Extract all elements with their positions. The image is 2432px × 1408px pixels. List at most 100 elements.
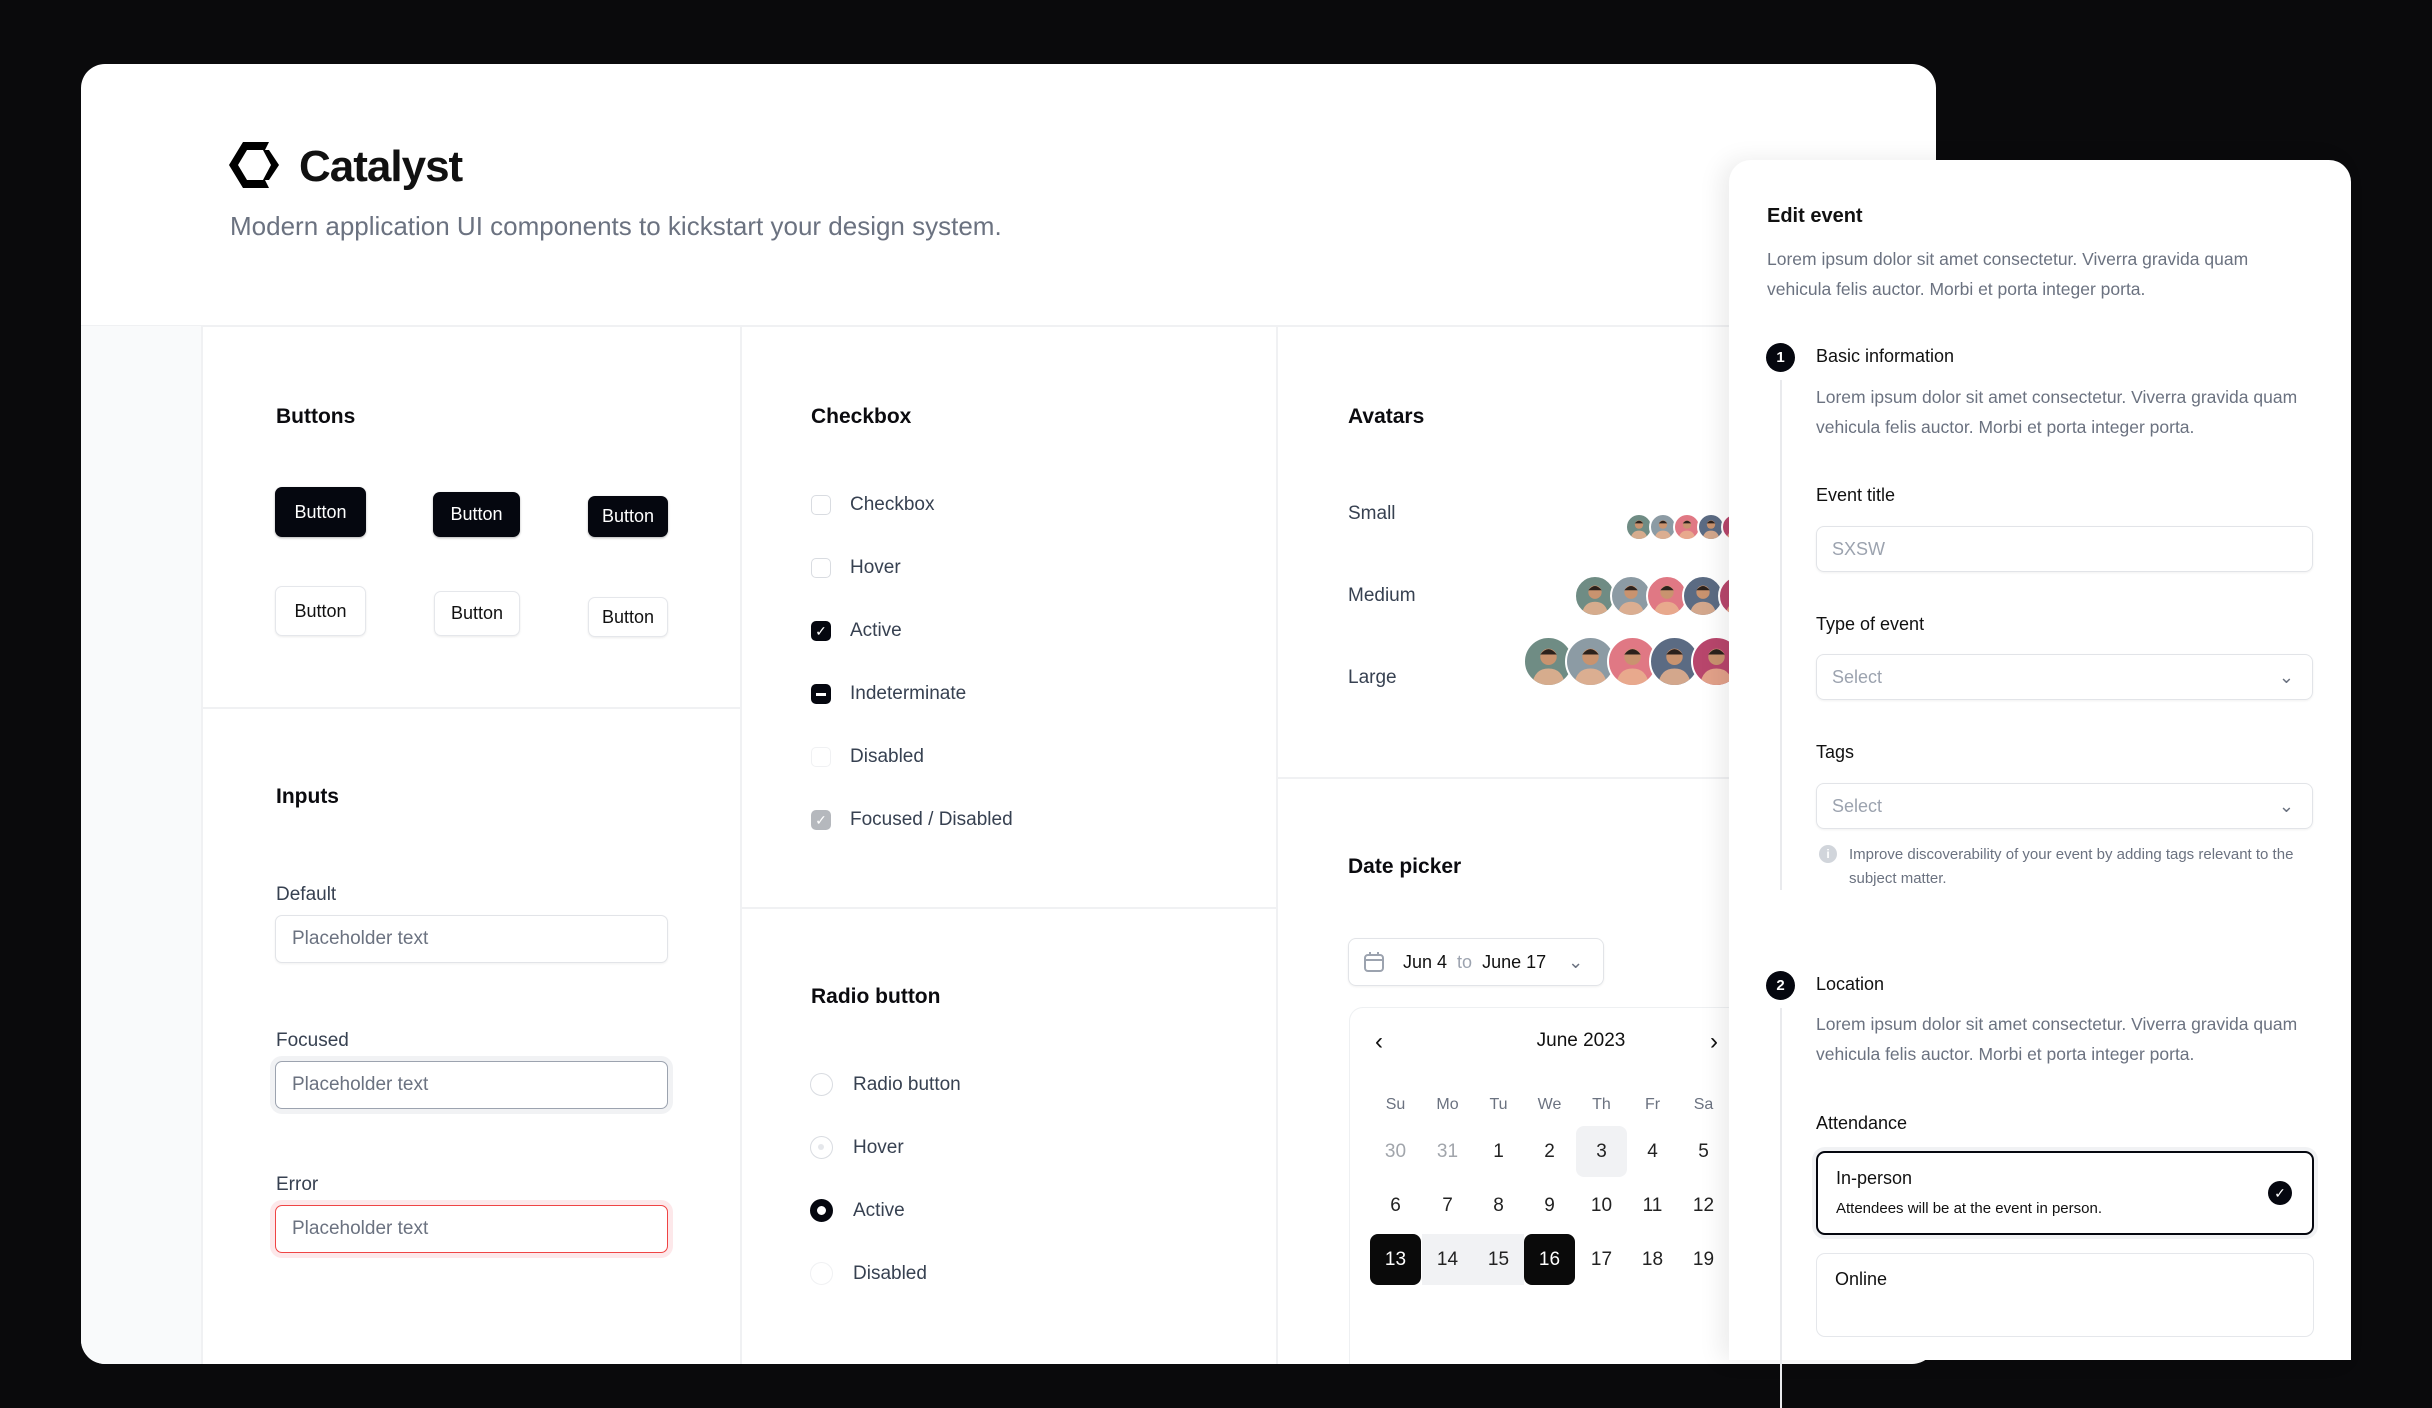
calendar-day[interactable]: 18 [1641,1248,1664,1270]
calendar-day[interactable]: 7 [1442,1194,1453,1216]
step-2-description: Lorem ipsum dolor sit amet consectetur. … [1816,1014,2298,1064]
calendar-day[interactable]: 5 [1698,1140,1709,1162]
step-1-title: Basic information [1816,346,1955,366]
checkbox-label: Active [850,620,902,641]
avatar-group-medium [81,64,1729,764]
primary-button-sm[interactable]: Button [588,496,668,537]
panel-title: Edit event [1767,205,1863,227]
calendar-icon [1364,952,1384,972]
primary-button-md[interactable]: Button [433,492,520,537]
weekday-label: Mo [1436,1096,1459,1113]
calendar-day[interactable]: 1 [1493,1140,1504,1162]
type-of-event-label: Type of event [1816,614,1925,634]
attendance-label: Attendance [1816,1113,1908,1133]
type-of-event-select[interactable]: Select ⌄ [1816,654,2313,700]
radio-hover[interactable] [810,1136,833,1159]
avatar-group-small [81,64,1729,764]
placeholder: Placeholder text [292,928,429,949]
calendar-day[interactable]: 12 [1692,1194,1715,1216]
primary-button-lg[interactable]: Button [275,487,366,537]
input-label-error: Error [276,1174,319,1195]
radio-active[interactable] [810,1199,833,1222]
calendar-day[interactable]: 17 [1590,1248,1613,1270]
avatar[interactable] [1610,575,1652,617]
calendar-day[interactable]: 15 [1473,1234,1524,1285]
calendar-day[interactable]: 31 [1436,1140,1459,1162]
event-title-input[interactable]: SXSW [1816,526,2313,572]
checkbox-label: Disabled [850,746,924,767]
calendar-day[interactable]: 3 [1576,1126,1627,1177]
step-1-badge: 1 [1766,343,1795,372]
input-label-focused: Focused [276,1030,349,1051]
avatar[interactable] [1673,513,1701,541]
radio-disabled[interactable] [810,1262,833,1285]
step-2-badge: 2 [1766,971,1795,1000]
calendar-day[interactable]: 4 [1647,1140,1658,1162]
check-circle-icon: ✓ [2268,1181,2292,1205]
attendance-option-in-person[interactable]: In-person Attendees will be at the event… [1816,1151,2314,1235]
catalyst-logo-icon [229,142,279,188]
calendar-day[interactable]: 10 [1590,1194,1613,1216]
event-title-label: Event title [1816,485,1896,505]
secondary-button-lg[interactable]: Button [275,586,366,636]
default-input[interactable]: Placeholder text [275,915,668,963]
secondary-button-sm[interactable]: Button [588,597,668,637]
calendar-day[interactable]: 8 [1493,1194,1504,1216]
avatar[interactable] [1565,636,1616,687]
date-range-button[interactable]: Jun 4 to June 17 ⌄ [1348,938,1604,986]
avatar-size-label: Small [1348,503,1396,524]
avatars-title: Avatars [1348,405,1425,428]
range-end: June 17 [1482,951,1547,972]
step-1-description: Lorem ipsum dolor sit amet consectetur. … [1816,387,2298,437]
calendar-day[interactable]: 14 [1422,1234,1473,1285]
checkbox-label: Focused / Disabled [850,809,1013,830]
tags-label: Tags [1816,742,1855,762]
checkbox-indeterminate[interactable] [811,684,831,704]
checkbox-focused-disabled[interactable]: ✓ [811,810,831,830]
buttons-title: Buttons [276,405,356,428]
error-input[interactable]: Placeholder text [275,1205,668,1253]
calendar-day[interactable]: 19 [1692,1248,1715,1270]
edit-event-panel: Edit event Lorem ipsum dolor sit amet co… [1729,160,2351,1408]
avatar[interactable] [1691,636,1729,687]
chevron-down-icon: ⌄ [1568,951,1584,972]
checkbox-checkbox[interactable] [811,495,831,515]
avatar[interactable] [1649,513,1677,541]
prev-month-button[interactable]: ‹ [1375,1028,1383,1055]
sidebar-gutter [81,326,203,1364]
checkbox-hover[interactable] [811,558,831,578]
avatar[interactable] [1574,575,1616,617]
calendar-day[interactable]: 9 [1544,1194,1555,1216]
radio-radio-button[interactable] [810,1073,833,1096]
calendar-day[interactable]: 30 [1384,1140,1407,1162]
focused-input[interactable]: Placeholder text [275,1061,668,1109]
next-month-button[interactable]: › [1710,1028,1718,1055]
attendance-option-online[interactable]: Online [1816,1253,2314,1337]
weekday-label: Su [1385,1096,1406,1113]
avatar[interactable] [1607,636,1658,687]
panel-description: Lorem ipsum dolor sit amet consectetur. … [1767,249,2249,299]
select-value: Select [1832,666,1883,687]
avatar[interactable] [1646,575,1688,617]
radio-label: Hover [853,1137,904,1158]
step-2-title: Location [1816,974,1885,994]
weekday-label: Fr [1644,1096,1661,1113]
calendar-day[interactable]: 6 [1390,1194,1401,1216]
divider [81,325,1936,327]
calendar-day[interactable]: 13 [1370,1234,1421,1285]
checkbox-label: Hover [850,557,901,578]
tags-select[interactable]: Select ⌄ [1816,783,2313,829]
weekday-label: Th [1592,1096,1611,1113]
radio-label: Radio button [853,1074,961,1095]
calendar-day[interactable]: 11 [1642,1194,1663,1216]
checkbox-active[interactable]: ✓ [811,621,831,641]
calendar-day[interactable]: 16 [1524,1234,1575,1285]
secondary-button-md[interactable]: Button [434,591,520,636]
chevron-down-icon: ⌄ [2278,666,2294,687]
calendar-day[interactable]: 2 [1544,1140,1555,1162]
step-connector [1780,380,1782,890]
checkbox-disabled[interactable] [811,747,831,767]
range-to: to [1457,951,1473,972]
select-value: Select [1832,795,1883,816]
weekday-label: We [1537,1096,1562,1113]
